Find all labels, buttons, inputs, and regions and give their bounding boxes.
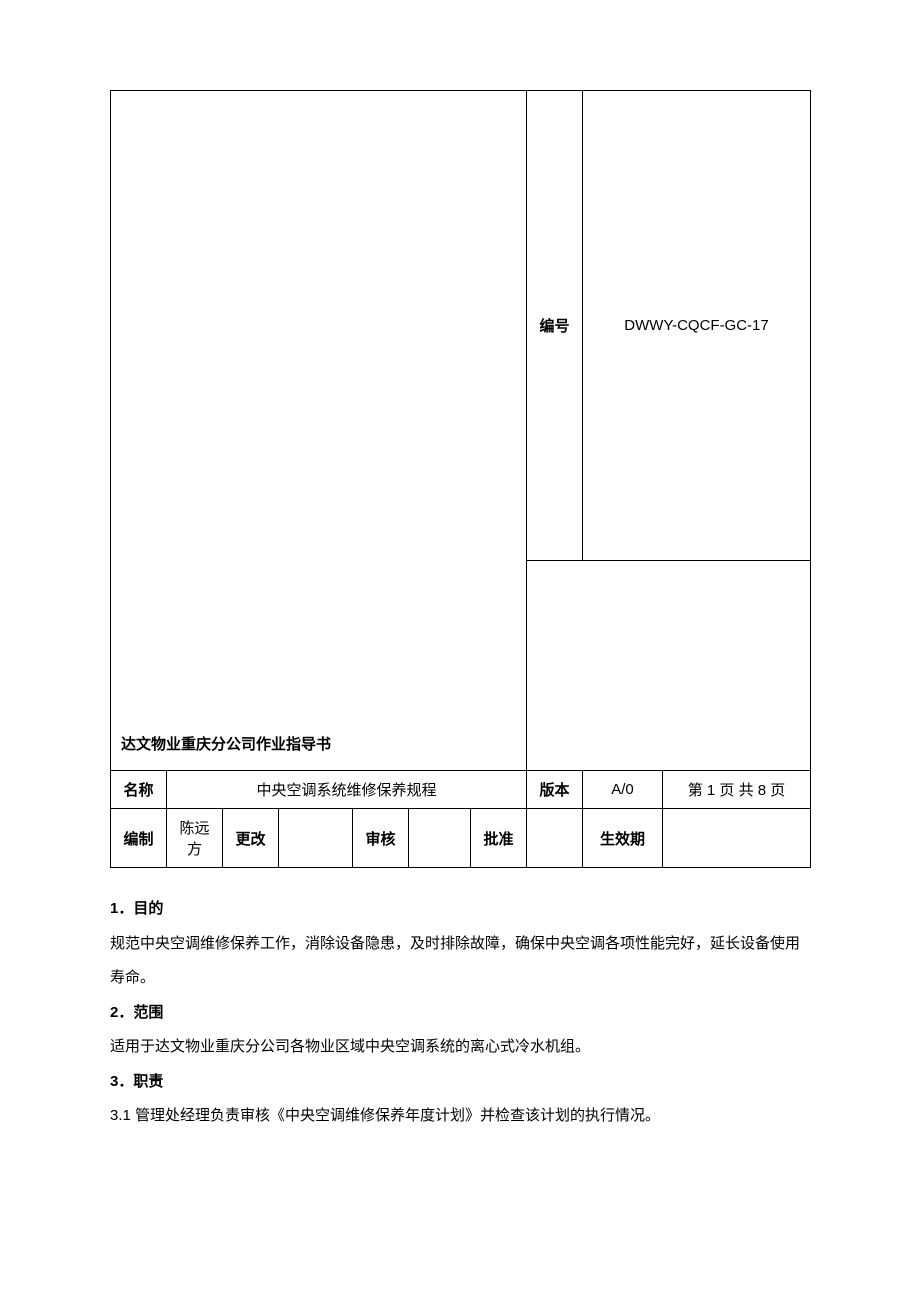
doc-number-value: DWWY-CQCF-GC-17 [583, 91, 811, 561]
approve-value [527, 809, 583, 868]
company-title: 达文物业重庆分公司作业指导书 [121, 736, 331, 753]
review-value [409, 809, 471, 868]
section-3-title: 3．职责 [110, 1065, 810, 1100]
author-value: 陈远方 [167, 809, 223, 868]
change-value [279, 809, 353, 868]
version-value: A/0 [583, 771, 663, 809]
approve-label: 批准 [471, 809, 527, 868]
table-row: 达文物业重庆分公司作业指导书 编号 DWWY-CQCF-GC-17 [111, 91, 811, 561]
section-3-item-1: 3.1 管理处经理负责审核《中央空调维修保养年度计划》并检查该计划的执行情况。 [110, 1099, 810, 1134]
version-label: 版本 [527, 771, 583, 809]
section-2-title: 2．范围 [110, 996, 810, 1031]
table-row: 名称 中央空调系统维修保养规程 版本 A/0 第 1 页 共 8 页 [111, 771, 811, 809]
name-label: 名称 [111, 771, 167, 809]
doc-number-label: 编号 [527, 91, 583, 561]
effective-value [663, 809, 811, 868]
change-label: 更改 [223, 809, 279, 868]
section-2-body: 适用于达文物业重庆分公司各物业区域中央空调系统的离心式冷水机组。 [110, 1030, 810, 1065]
document-body: 1．目的 规范中央空调维修保养工作，消除设备隐患，及时排除故障，确保中央空调各项… [110, 892, 810, 1134]
name-value: 中央空调系统维修保养规程 [167, 771, 527, 809]
page-info: 第 1 页 共 8 页 [663, 771, 811, 809]
empty-cell [527, 560, 811, 770]
author-label: 编制 [111, 809, 167, 868]
company-title-cell: 达文物业重庆分公司作业指导书 [111, 91, 527, 771]
table-row: 编制 陈远方 更改 审核 批准 生效期 [111, 809, 811, 868]
section-1-title: 1．目的 [110, 892, 810, 927]
document-header-table: 达文物业重庆分公司作业指导书 编号 DWWY-CQCF-GC-17 名称 中央空… [110, 90, 811, 868]
review-label: 审核 [353, 809, 409, 868]
section-1-body: 规范中央空调维修保养工作，消除设备隐患，及时排除故障，确保中央空调各项性能完好，… [110, 927, 810, 996]
effective-label: 生效期 [583, 809, 663, 868]
